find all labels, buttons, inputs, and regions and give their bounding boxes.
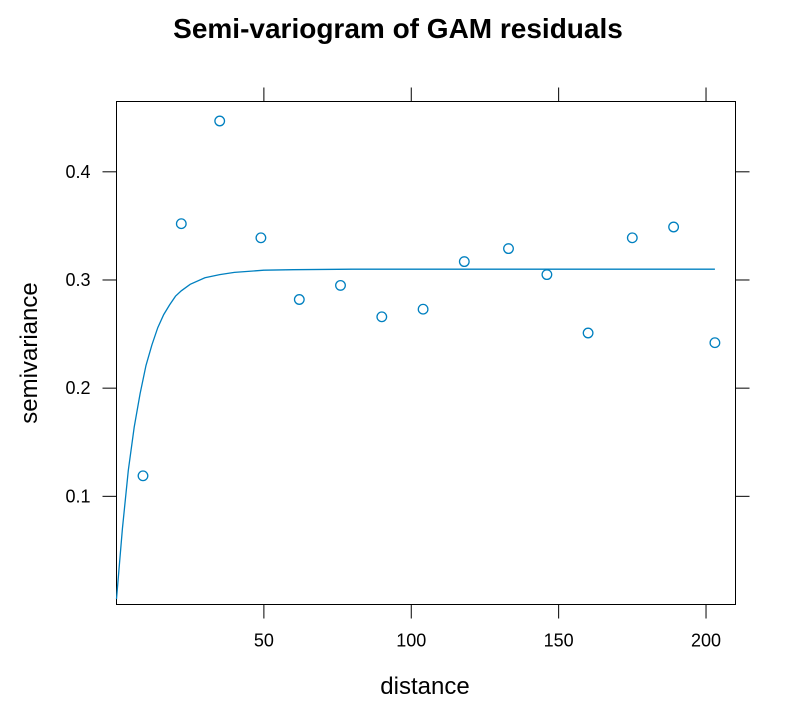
y-axis-label: semivariance: [16, 282, 43, 423]
data-point: [376, 311, 388, 323]
data-point: [503, 243, 514, 255]
data-point: [137, 470, 149, 482]
data-point: [668, 221, 680, 233]
y-tick-label: 0.3: [65, 270, 90, 290]
empirical-semivariance-points: [137, 115, 721, 482]
x-axis-label: distance: [380, 673, 469, 700]
x-tick-label: 100: [396, 631, 426, 651]
data-point: [709, 337, 721, 349]
fitted-variogram-line: [115, 268, 715, 600]
data-point: [458, 256, 470, 268]
x-tick-label: 50: [254, 631, 274, 651]
data-point: [214, 115, 226, 127]
x-tick-label: 150: [544, 631, 574, 651]
data-point: [255, 232, 267, 244]
y-tick-label: 0.4: [65, 162, 90, 182]
chart-title: Semi-variogram of GAM residuals: [173, 13, 623, 44]
axis-ticks: [102, 87, 750, 619]
x-tick-label: 200: [691, 631, 721, 651]
data-point: [175, 218, 187, 230]
axis-tick-labels: 50 100 150 200 0.1 0.2 0.3 0.4: [65, 162, 721, 651]
y-tick-label: 0.1: [65, 486, 90, 506]
data-point: [541, 269, 553, 281]
data-point: [626, 232, 638, 244]
plot-frame: [116, 101, 736, 605]
data-point: [582, 327, 594, 339]
data-point: [293, 294, 305, 305]
data-point: [417, 303, 429, 315]
y-tick-label: 0.2: [65, 378, 90, 398]
data-point: [335, 279, 346, 291]
